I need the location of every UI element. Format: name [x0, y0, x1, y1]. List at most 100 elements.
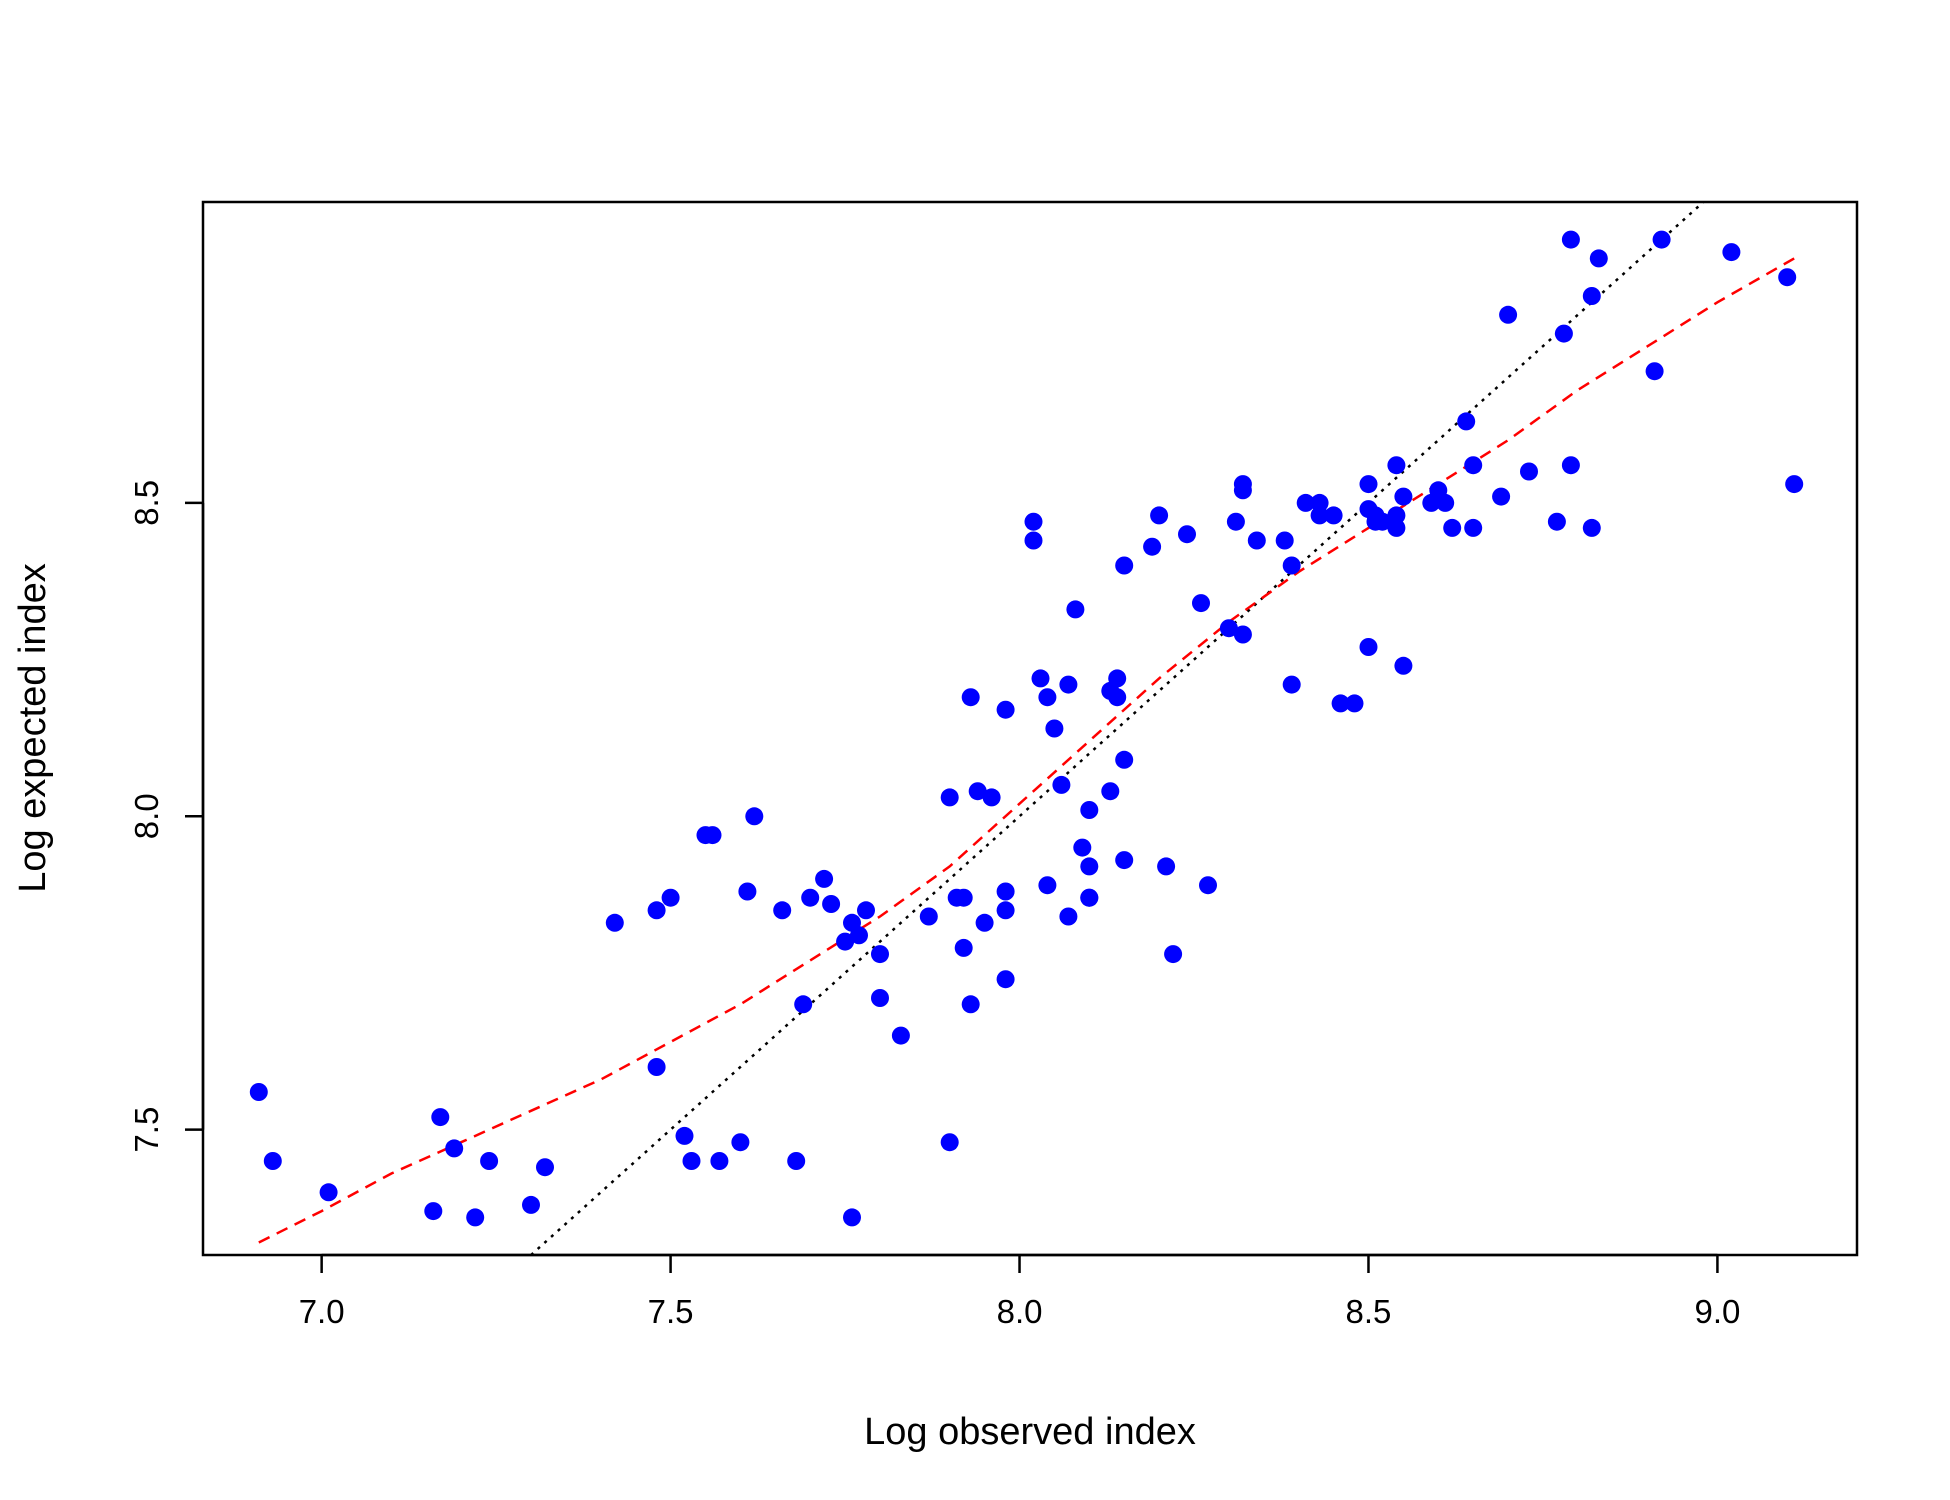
data-point: [1296, 493, 1315, 512]
data-point: [647, 1058, 666, 1076]
data-point: [1359, 638, 1378, 656]
data-point: [1150, 506, 1169, 525]
data-point: [996, 970, 1015, 989]
data-point: [1038, 688, 1057, 707]
data-point: [745, 807, 764, 826]
data-point: [1066, 600, 1085, 619]
data-point: [1324, 506, 1343, 525]
data-point: [1443, 518, 1462, 537]
data-point: [1547, 512, 1566, 531]
data-point: [263, 1152, 282, 1170]
x-axis-title: Log observed index: [864, 1411, 1196, 1453]
data-point: [1115, 556, 1134, 575]
data-point: [1226, 512, 1245, 531]
data-point: [1157, 857, 1176, 876]
data-point: [1436, 493, 1455, 512]
data-point: [1024, 512, 1043, 531]
data-point: [1031, 669, 1050, 688]
data-point: [1387, 518, 1406, 537]
data-point: [249, 1083, 268, 1101]
data-point: [1059, 675, 1078, 694]
data-point: [1582, 518, 1601, 537]
data-point: [1457, 412, 1476, 431]
data-point: [975, 913, 994, 932]
data-point: [1645, 362, 1664, 381]
data-point: [1464, 456, 1483, 475]
data-point: [871, 945, 889, 964]
y-axis: 7.5 8.0 8.5: [128, 480, 205, 1153]
data-point: [738, 882, 757, 901]
data-point: [787, 1152, 806, 1170]
data-point: [703, 826, 722, 845]
data-point: [480, 1152, 499, 1170]
data-point: [1310, 493, 1329, 512]
points-layer: [249, 230, 1804, 1227]
data-point: [1073, 838, 1092, 857]
smooth-line-layer: [258, 257, 1795, 1244]
data-point: [1045, 719, 1064, 738]
plot-area-frame: [201, 200, 1859, 1257]
data-point: [731, 1133, 750, 1152]
data-point: [1108, 669, 1127, 688]
data-point: [522, 1195, 540, 1214]
data-point: [857, 901, 875, 920]
y-tick-label: 8.5: [128, 480, 165, 526]
data-point: [1778, 268, 1797, 287]
data-point: [675, 1126, 694, 1145]
data-point: [431, 1108, 450, 1127]
y-axis-title: Log expected index: [12, 563, 54, 893]
data-point: [1143, 537, 1162, 556]
identity-reference-line: [530, 202, 1705, 1255]
data-point: [424, 1202, 443, 1221]
y-tick-label: 8.0: [128, 793, 165, 839]
data-point: [445, 1139, 464, 1158]
data-point: [954, 888, 973, 907]
data-point: [1059, 907, 1078, 926]
data-point: [1233, 475, 1252, 494]
data-point: [1164, 945, 1183, 964]
data-point: [647, 901, 666, 920]
data-point: [871, 989, 889, 1007]
data-point: [1554, 324, 1573, 343]
data-point: [1282, 675, 1301, 694]
data-point: [710, 1152, 729, 1170]
data-point: [1219, 619, 1238, 638]
data-point: [1582, 287, 1601, 305]
data-point: [982, 788, 1001, 807]
data-point: [1345, 694, 1364, 713]
data-point: [536, 1158, 554, 1177]
data-point: [1722, 243, 1741, 262]
data-point: [1359, 475, 1378, 494]
data-point: [794, 995, 813, 1014]
data-point: [1101, 782, 1120, 801]
data-point: [661, 888, 680, 907]
data-point: [850, 926, 868, 945]
data-point: [1499, 305, 1518, 324]
data-point: [1108, 688, 1127, 707]
data-point: [1282, 556, 1301, 575]
data-point: [996, 901, 1015, 920]
data-point: [1080, 801, 1099, 819]
data-point: [1052, 775, 1071, 794]
x-tick-label: 7.5: [648, 1293, 694, 1330]
data-point: [773, 901, 792, 920]
data-point: [1373, 512, 1392, 531]
data-point: [919, 907, 938, 926]
data-point: [1247, 531, 1266, 550]
data-point: [815, 869, 834, 888]
x-tick-label: 7.0: [299, 1293, 345, 1330]
data-point: [1464, 518, 1483, 537]
data-point: [466, 1208, 485, 1227]
data-point: [1080, 888, 1099, 907]
data-point: [605, 913, 624, 932]
data-point: [961, 995, 980, 1014]
data-point: [1038, 876, 1057, 895]
data-point: [822, 895, 841, 913]
data-point: [1652, 230, 1671, 249]
data-point: [1561, 230, 1580, 249]
data-point: [1394, 487, 1413, 506]
data-point: [1233, 625, 1252, 644]
data-point: [940, 788, 959, 807]
data-point: [1024, 531, 1043, 550]
